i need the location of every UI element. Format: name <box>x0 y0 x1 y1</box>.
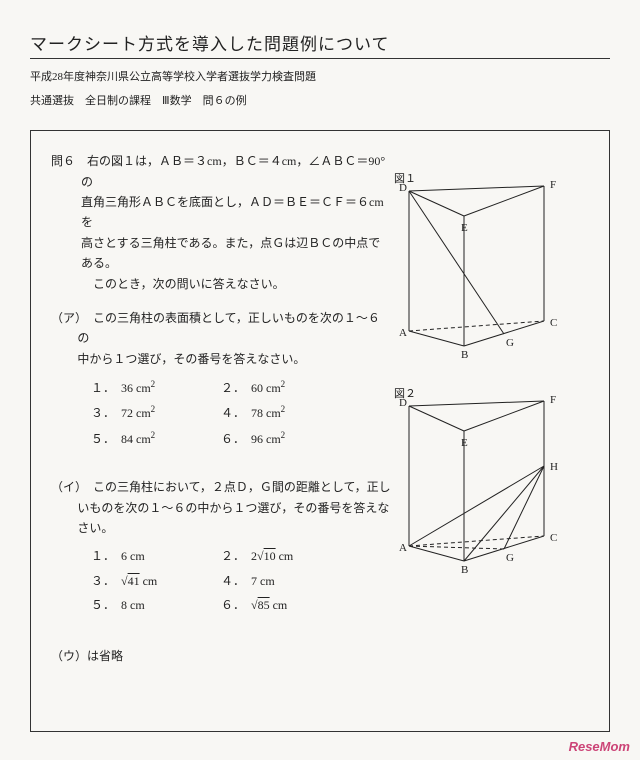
choice: ２． 60 cm2 <box>221 377 351 398</box>
part-b-label: （イ） <box>51 480 81 494</box>
choice: １． 6 cm <box>91 546 221 566</box>
svg-text:H: H <box>550 461 558 473</box>
svg-text:G: G <box>506 552 514 564</box>
choice: ４． 78 cm2 <box>221 402 351 423</box>
page-title: マークシート方式を導入した問題例について <box>30 30 610 59</box>
choice: ６． √85 cm <box>221 595 351 615</box>
part-a-label: （ア） <box>51 311 81 325</box>
choice: ５． 8 cm <box>91 595 221 615</box>
part-a-choices: １． 36 cm2２． 60 cm2３． 72 cm2４． 78 cm2５． 8… <box>91 377 391 449</box>
svg-text:C: C <box>550 317 557 329</box>
choice: ３． √41 cm <box>91 571 221 591</box>
svg-text:A: A <box>399 542 407 554</box>
figure-1: 図１ ABCDEFG <box>394 176 594 361</box>
figure-1-svg: ABCDEFG <box>394 176 564 361</box>
figures: 図１ ABCDEFG 図２ ABCDEFGH <box>394 176 594 606</box>
part-c-omitted: （ウ）は省略 <box>51 646 391 666</box>
figure-2-label: 図２ <box>394 385 416 404</box>
choice: ４． 7 cm <box>221 571 351 591</box>
figure-2-svg: ABCDEFGH <box>394 391 564 576</box>
svg-text:B: B <box>461 564 468 576</box>
svg-text:E: E <box>461 437 468 449</box>
part-b: （イ） この三角柱において，２点Ｄ，Ｇ間の距離として，正し いものを次の１～６の… <box>51 477 391 538</box>
svg-text:A: A <box>399 327 407 339</box>
svg-text:G: G <box>506 337 514 349</box>
svg-text:C: C <box>550 532 557 544</box>
part-a-text1: この三角柱の表面積として，正しいものを次の１～６の <box>77 311 379 345</box>
part-a-text2: 中から１つ選び，その番号を答えなさい。 <box>77 352 305 366</box>
part-b-choices: １． 6 cm２． 2√10 cm３． √41 cm４． 7 cm５． 8 cm… <box>91 546 391 615</box>
part-b-text2: いものを次の１～６の中から１つ選び，その番号を答えな <box>77 501 389 515</box>
subhead-line-2: 共通選抜 全日制の課程 Ⅲ数学 問６の例 <box>30 93 610 111</box>
q6-line2: 直角三角形ＡＢＣを底面とし，ＡＤ＝ＢＥ＝ＣＦ＝６cmを <box>81 195 384 229</box>
q6-line1: 右の図１は，ＡＢ＝３cm，ＢＣ＝４cm，∠ＡＢＣ＝90°の <box>81 154 385 188</box>
figure-1-label: 図１ <box>394 170 416 189</box>
figure-2: 図２ ABCDEFGH <box>394 391 594 576</box>
question-frame: 問６ 右の図１は，ＡＢ＝３cm，ＢＣ＝４cm，∠ＡＢＣ＝90°の 直角三角形ＡＢ… <box>30 130 610 732</box>
choice: ３． 72 cm2 <box>91 402 221 423</box>
part-b-text3: さい。 <box>77 521 113 535</box>
q6-line3: 高さとする三角柱である。また，点Ｇは辺ＢＣの中点である。 <box>81 236 380 270</box>
q6-label: 問６ <box>51 154 75 168</box>
choice: １． 36 cm2 <box>91 377 221 398</box>
part-b-text1: この三角柱において，２点Ｄ，Ｇ間の距離として，正し <box>93 480 391 494</box>
svg-text:B: B <box>461 349 468 361</box>
choice: ２． 2√10 cm <box>221 546 351 566</box>
svg-text:F: F <box>550 179 556 191</box>
part-a: （ア） この三角柱の表面積として，正しいものを次の１～６の 中から１つ選び，その… <box>51 308 391 369</box>
choice: ６． 96 cm2 <box>221 428 351 449</box>
subhead-line-1: 平成28年度神奈川県公立高等学校入学者選抜学力検査問題 <box>30 69 610 87</box>
svg-text:E: E <box>461 222 468 234</box>
svg-text:F: F <box>550 394 556 406</box>
choice: ５． 84 cm2 <box>91 428 221 449</box>
q6-stem: 問６ 右の図１は，ＡＢ＝３cm，ＢＣ＝４cm，∠ＡＢＣ＝90°の 直角三角形ＡＢ… <box>51 151 391 294</box>
watermark: ReseMom <box>569 739 630 754</box>
q6-line4: このとき，次の問いに答えなさい。 <box>93 277 285 291</box>
